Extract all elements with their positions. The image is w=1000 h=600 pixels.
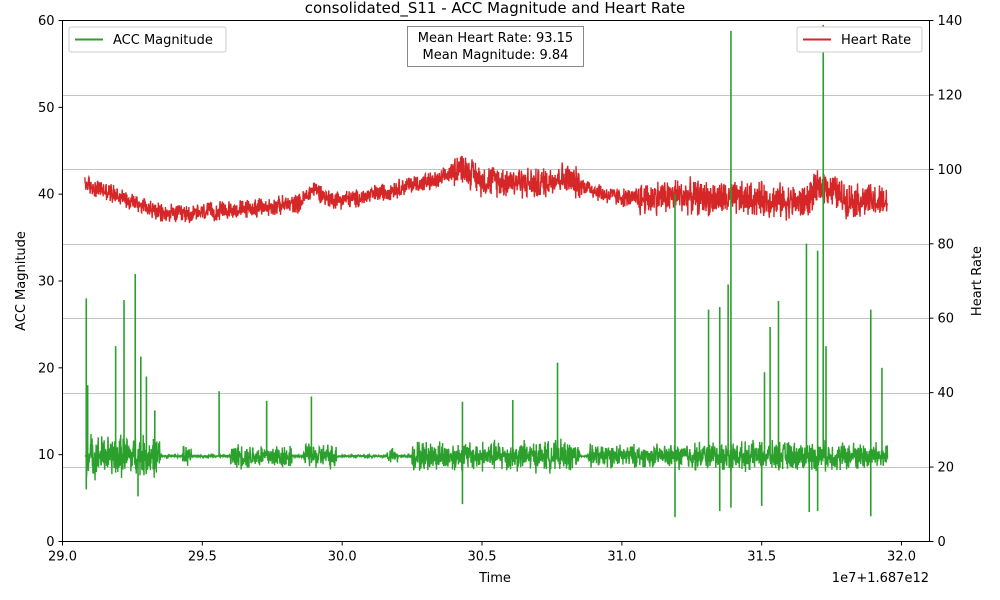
legend-acc: ACC Magnitude — [68, 26, 227, 53]
y-right-tick-label: 20 — [938, 461, 955, 476]
y-left-tick-label: 20 — [38, 361, 55, 376]
y-left-tick-label: 10 — [38, 448, 55, 463]
legend-hr-label: Heart Rate — [841, 33, 911, 48]
y-left-tick-label: 40 — [38, 188, 55, 203]
x-tick-label: 31.5 — [747, 550, 776, 565]
x-tick-label: 31.0 — [607, 550, 636, 565]
y-right-tick-label: 120 — [938, 88, 963, 103]
y-right-tick-label: 140 — [938, 14, 963, 29]
y-right-tick-label: 80 — [938, 237, 955, 252]
x-axis-label: Time — [478, 571, 511, 586]
x-tick-label: 29.5 — [188, 550, 217, 565]
acc-magnitude-line — [84, 433, 889, 481]
y-left-tick-label: 0 — [46, 535, 54, 550]
y-right-tick-label: 40 — [938, 386, 955, 401]
series-heart-rate — [84, 155, 889, 224]
mean-magnitude-text: Mean Magnitude: 9.84 — [423, 48, 569, 63]
heart-rate-line — [84, 155, 889, 224]
grid-lines — [62, 95, 930, 468]
x-tick-label: 30.5 — [468, 550, 497, 565]
chart-title: consolidated_S11 - ACC Magnitude and Hea… — [305, 0, 686, 18]
y-right-tick-label: 0 — [938, 535, 946, 550]
legend-acc-label: ACC Magnitude — [113, 33, 213, 48]
legend-heart-rate: Heart Rate — [796, 26, 923, 53]
y-axis-left-label: ACC Magnitude — [14, 231, 29, 331]
y-axis-left: 0 10 20 30 40 50 60 — [38, 14, 63, 550]
x-tick-label: 30.0 — [328, 550, 357, 565]
series-acc-magnitude — [84, 24, 889, 518]
x-tick-label: 32.0 — [887, 550, 916, 565]
x-tick-label: 29.0 — [48, 550, 77, 565]
y-left-tick-label: 60 — [38, 14, 55, 29]
x-axis-offset-label: 1e7+1.687e12 — [832, 571, 929, 586]
mean-heart-rate-text: Mean Heart Rate: 93.15 — [418, 31, 573, 46]
stats-annotation: Mean Heart Rate: 93.15 Mean Magnitude: 9… — [407, 26, 584, 67]
y-axis-right: 0 20 40 60 80 100 120 140 — [929, 14, 963, 550]
y-left-tick-label: 50 — [38, 101, 55, 116]
y-axis-right-label: Heart Rate — [970, 246, 985, 316]
y-right-tick-label: 60 — [938, 312, 955, 327]
plot-frame — [62, 20, 930, 542]
x-axis: 29.0 29.5 30.0 30.5 31.0 31.5 32.0 — [48, 541, 916, 565]
y-right-tick-label: 100 — [938, 163, 963, 178]
y-left-tick-label: 30 — [38, 275, 55, 290]
